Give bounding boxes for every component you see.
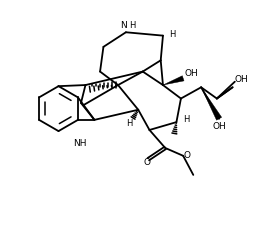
Text: H: H	[169, 30, 176, 39]
Text: N: N	[120, 21, 127, 30]
Text: O: O	[183, 151, 190, 160]
Text: OH: OH	[235, 75, 249, 84]
Polygon shape	[201, 88, 222, 121]
Text: NH: NH	[73, 138, 86, 147]
Text: O: O	[144, 158, 151, 167]
Text: H: H	[184, 114, 190, 123]
Text: OH: OH	[212, 121, 226, 130]
Polygon shape	[163, 76, 184, 86]
Text: H: H	[126, 119, 132, 128]
Text: H: H	[129, 21, 136, 30]
Text: OH: OH	[184, 69, 198, 78]
